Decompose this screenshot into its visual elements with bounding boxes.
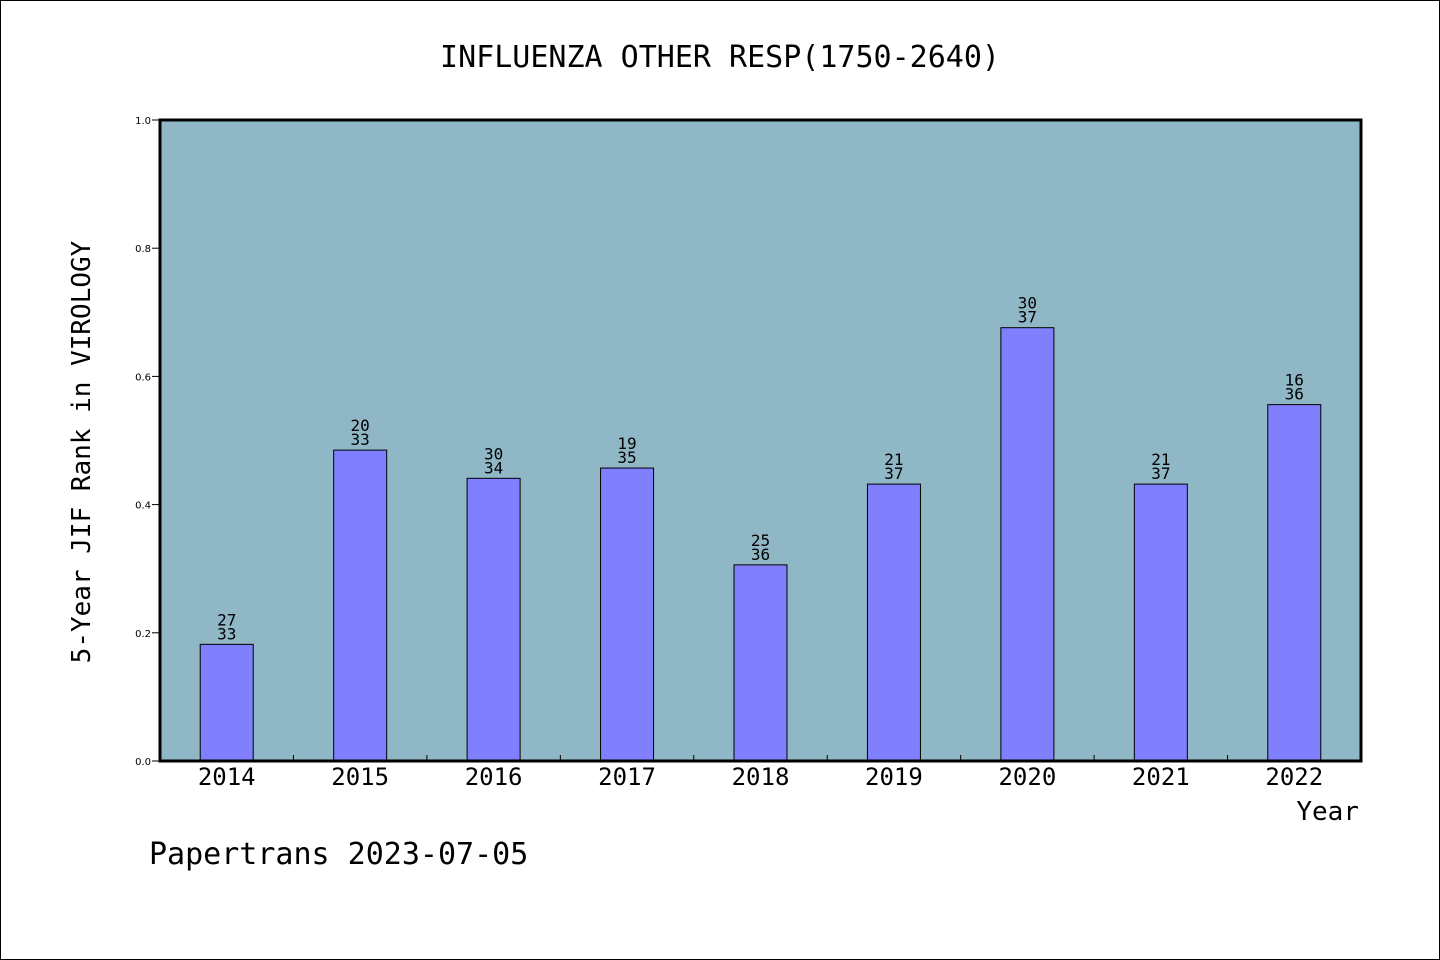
y-tick-label: 0.8 bbox=[135, 244, 151, 255]
bar-2016 bbox=[466, 477, 521, 762]
bar-rank-label: 19 bbox=[617, 434, 636, 453]
bar-rank-label: 21 bbox=[884, 450, 903, 469]
bar-2015 bbox=[333, 449, 388, 762]
footer-text: Papertrans 2023-07-05 bbox=[149, 837, 528, 872]
x-tick-label: 2017 bbox=[598, 763, 656, 791]
bar-total-label: 37 bbox=[1018, 308, 1037, 327]
bar-total-label: 35 bbox=[617, 448, 636, 467]
y-axis-label: 5-Year JIF Rank in VIROLOGY bbox=[67, 240, 97, 663]
x-tick-label: 2020 bbox=[998, 763, 1056, 791]
bar-rank-label: 30 bbox=[1018, 294, 1037, 313]
bar-2018 bbox=[733, 564, 788, 762]
bar-2017 bbox=[600, 467, 655, 762]
x-axis: 2014 2015 2016 2017 2018 2019 2020 2021 2022 bbox=[198, 755, 1323, 791]
bar-2022 bbox=[1267, 404, 1322, 762]
x-axis-label: Year bbox=[1296, 797, 1359, 827]
x-tick-label: 2018 bbox=[732, 763, 790, 791]
bar-rank-label: 21 bbox=[1151, 450, 1170, 469]
bar-total-label: 36 bbox=[751, 545, 770, 564]
x-tick-label: 2021 bbox=[1132, 763, 1190, 791]
chart-title: INFLUENZA OTHER RESP(1750-2640) bbox=[440, 40, 1000, 75]
bar-total-label: 36 bbox=[1285, 385, 1304, 404]
y-tick-label: 1.0 bbox=[135, 116, 151, 127]
y-tick-label: 0.0 bbox=[135, 757, 151, 768]
x-tick-label: 2015 bbox=[331, 763, 389, 791]
bar-total-label: 37 bbox=[884, 464, 903, 483]
x-tick-label: 2022 bbox=[1265, 763, 1323, 791]
x-tick-label: 2016 bbox=[465, 763, 523, 791]
y-tick-label: 0.2 bbox=[135, 629, 151, 640]
bar-rank-label: 30 bbox=[484, 444, 503, 463]
bar-2014 bbox=[199, 643, 254, 762]
plot-border bbox=[158, 118, 1363, 763]
bar-total-label: 33 bbox=[351, 430, 370, 449]
y-tick-label: 0.4 bbox=[135, 501, 151, 512]
bar-rank-label: 20 bbox=[351, 416, 370, 435]
bar-rank-label: 25 bbox=[751, 531, 770, 550]
bar-2020 bbox=[1000, 327, 1055, 762]
bar-total-label: 34 bbox=[484, 458, 503, 477]
bar-total-label: 37 bbox=[1151, 464, 1170, 483]
y-axis: 0.0 0.2 0.4 0.6 0.8 1.0 bbox=[135, 116, 160, 768]
bar-rank-label: 27 bbox=[217, 610, 236, 629]
x-tick-label: 2014 bbox=[198, 763, 256, 791]
bar-rank-label: 16 bbox=[1285, 371, 1304, 390]
bar-2021 bbox=[1133, 483, 1188, 762]
bar-2019 bbox=[866, 483, 921, 762]
bar-total-label: 33 bbox=[217, 624, 236, 643]
bars-group bbox=[199, 327, 1322, 762]
y-tick-label: 0.6 bbox=[135, 372, 151, 383]
x-tick-label: 2019 bbox=[865, 763, 923, 791]
